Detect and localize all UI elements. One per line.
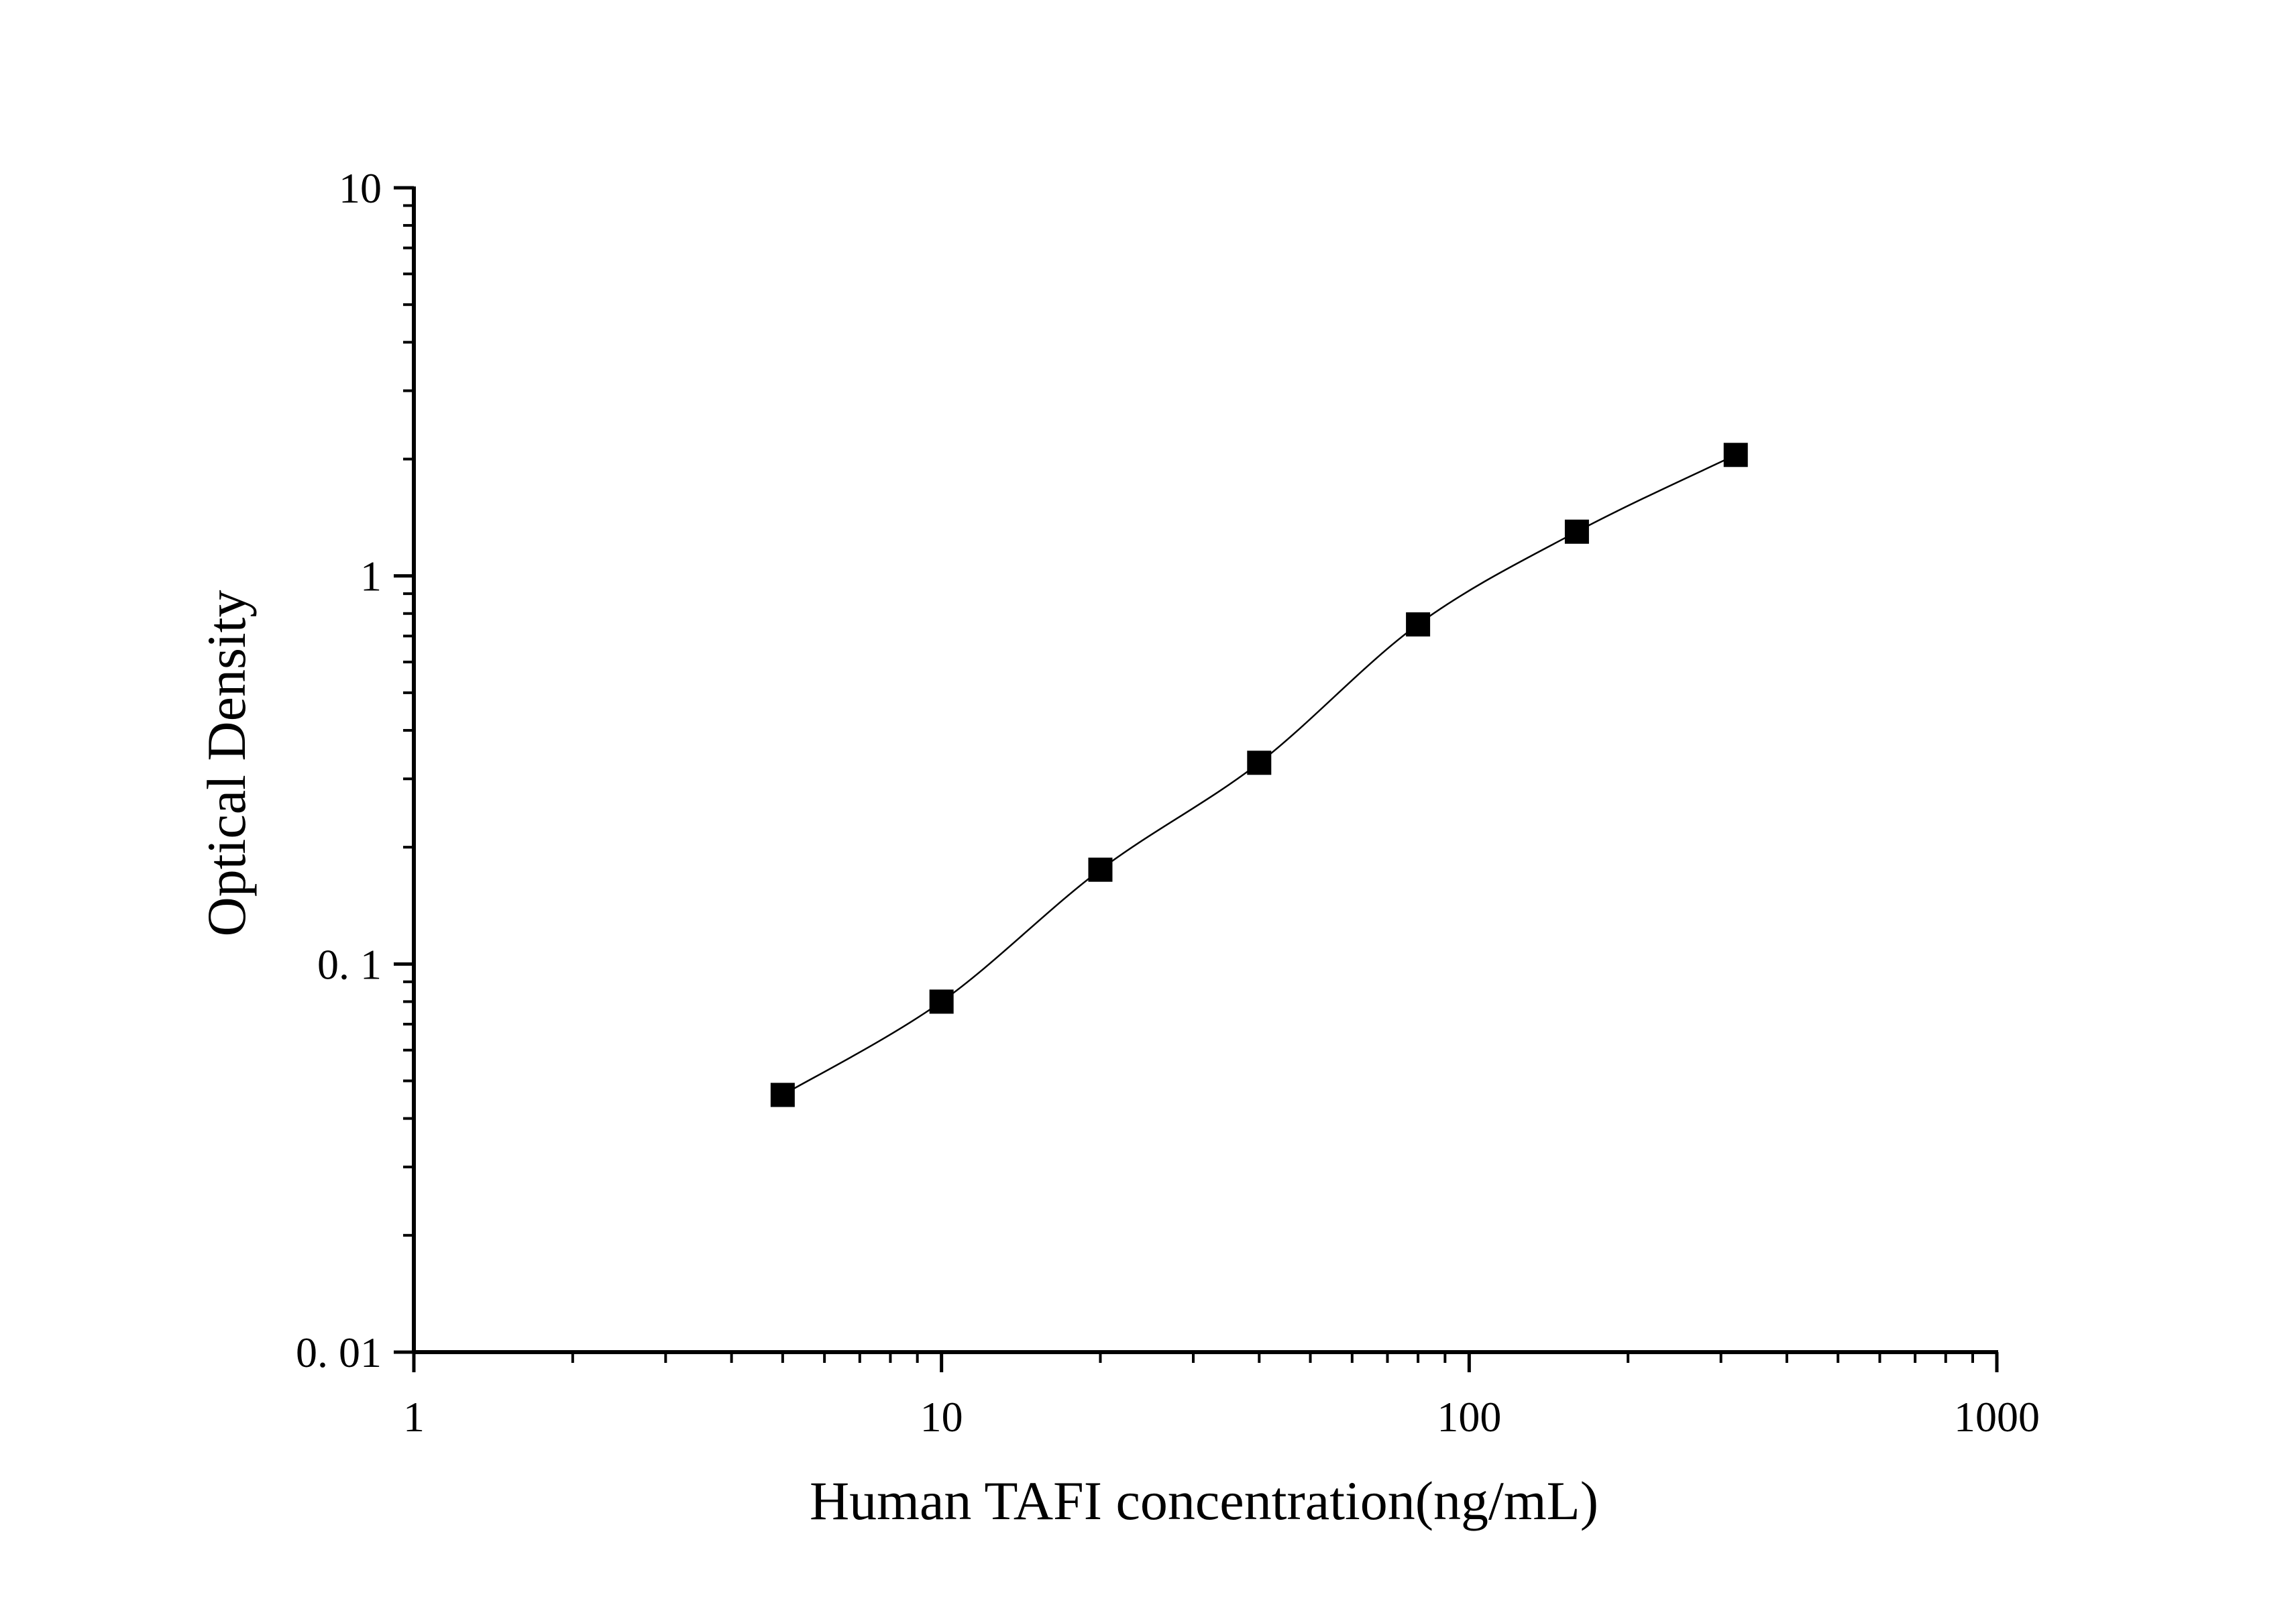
x-tick-label: 1 (403, 1393, 425, 1441)
data-point-marker (929, 989, 954, 1014)
data-point-marker (1564, 519, 1589, 544)
y-tick-label: 1 (360, 553, 382, 600)
y-tick-label: 10 (339, 164, 382, 212)
data-point-marker (1247, 751, 1272, 775)
ticks: 1 10 100 1000 0. 01 0. 1 1 10 (296, 164, 2040, 1441)
labels: Human TAFI concentration(ng/mL) Optical … (196, 590, 1598, 1531)
x-tick-label: 10 (920, 1393, 963, 1441)
x-tick-label: 100 (1437, 1393, 1501, 1441)
y-axis-title: Optical Density (196, 590, 257, 937)
axes (412, 186, 1998, 1354)
data-point-marker (1088, 857, 1113, 882)
x-axis-title: Human TAFI concentration(ng/mL) (810, 1470, 1598, 1531)
data-point-marker (1723, 443, 1748, 467)
y-tick-label: 0. 01 (296, 1329, 382, 1376)
x-tick-label: 1000 (1954, 1393, 2040, 1441)
data-point-marker (1406, 612, 1431, 636)
data-points (770, 443, 1748, 1107)
data-point-marker (770, 1083, 795, 1107)
y-tick-label: 0. 1 (317, 940, 382, 988)
